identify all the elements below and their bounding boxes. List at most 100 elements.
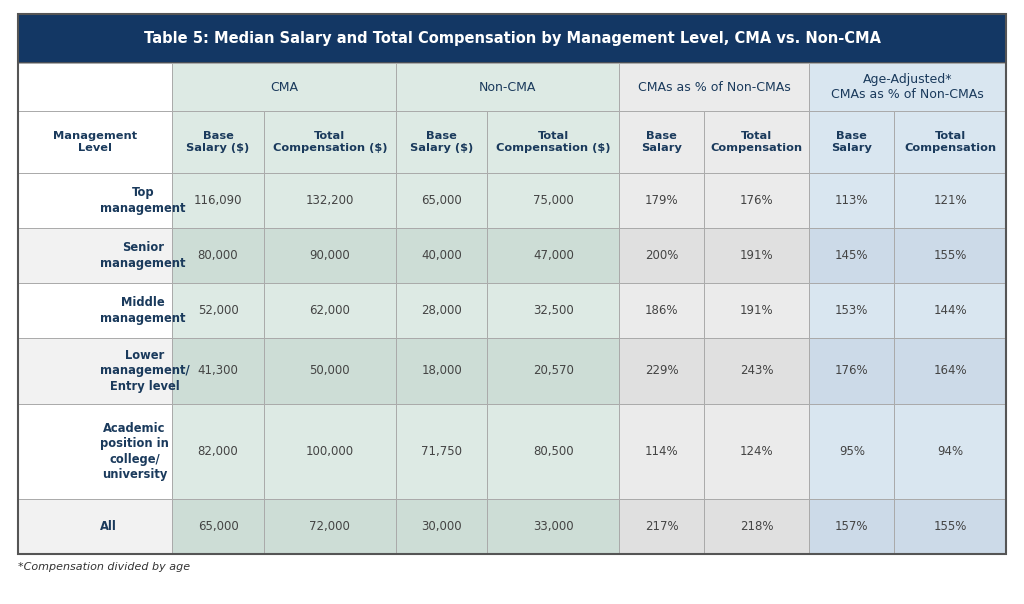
Bar — [487, 111, 620, 173]
Text: Base
Salary: Base Salary — [641, 131, 682, 153]
Text: 30,000: 30,000 — [421, 520, 462, 533]
Text: Top
management: Top management — [100, 186, 185, 214]
Text: Non-CMA: Non-CMA — [479, 80, 537, 94]
Bar — [894, 283, 1006, 338]
Bar — [705, 173, 809, 228]
Text: Table 5: Median Salary and Total Compensation by Management Level, CMA vs. Non-C: Table 5: Median Salary and Total Compens… — [143, 31, 881, 46]
Text: *Compensation divided by age: *Compensation divided by age — [18, 562, 190, 572]
Bar — [487, 499, 620, 554]
Text: Total
Compensation: Total Compensation — [711, 131, 803, 153]
Bar — [705, 403, 809, 499]
Bar — [809, 63, 1006, 111]
Text: Base
Salary ($): Base Salary ($) — [410, 131, 473, 153]
Text: 191%: 191% — [740, 304, 773, 317]
Bar — [894, 338, 1006, 403]
Text: 65,000: 65,000 — [421, 194, 462, 207]
Text: Senior
management: Senior management — [100, 241, 185, 269]
Text: 20,570: 20,570 — [532, 364, 573, 378]
Bar — [487, 338, 620, 403]
Bar — [172, 228, 264, 283]
Text: 82,000: 82,000 — [198, 445, 239, 458]
Bar — [809, 283, 894, 338]
Bar — [705, 499, 809, 554]
Text: 90,000: 90,000 — [309, 249, 350, 262]
Bar — [620, 338, 705, 403]
Bar — [395, 283, 487, 338]
Text: Base
Salary ($): Base Salary ($) — [186, 131, 250, 153]
Bar — [620, 173, 705, 228]
Text: 218%: 218% — [740, 520, 773, 533]
Text: Lower
management/
Entry level: Lower management/ Entry level — [100, 349, 189, 393]
Text: 50,000: 50,000 — [309, 364, 350, 378]
Bar — [894, 228, 1006, 283]
Text: 164%: 164% — [933, 364, 967, 378]
Bar — [705, 111, 809, 173]
Text: 52,000: 52,000 — [198, 304, 239, 317]
Text: 116,090: 116,090 — [194, 194, 243, 207]
Text: 94%: 94% — [937, 445, 964, 458]
Text: 33,000: 33,000 — [534, 520, 573, 533]
Bar — [705, 283, 809, 338]
Text: CMA: CMA — [270, 80, 298, 94]
Bar — [809, 338, 894, 403]
Bar — [172, 63, 395, 111]
Text: 32,500: 32,500 — [532, 304, 573, 317]
Bar — [395, 63, 620, 111]
Bar — [809, 403, 894, 499]
Bar — [620, 111, 705, 173]
Bar — [18, 283, 172, 338]
Bar — [264, 338, 395, 403]
Bar — [487, 283, 620, 338]
Text: 41,300: 41,300 — [198, 364, 239, 378]
Bar — [395, 403, 487, 499]
Bar — [18, 403, 172, 499]
Text: CMAs as % of Non-CMAs: CMAs as % of Non-CMAs — [638, 80, 791, 94]
Bar — [18, 63, 172, 111]
Text: 75,000: 75,000 — [532, 194, 573, 207]
Bar — [264, 111, 395, 173]
Bar — [264, 499, 395, 554]
Bar — [487, 228, 620, 283]
Text: 72,000: 72,000 — [309, 520, 350, 533]
Bar — [172, 173, 264, 228]
Bar — [264, 403, 395, 499]
Bar — [395, 228, 487, 283]
Bar — [809, 228, 894, 283]
Bar — [620, 403, 705, 499]
Text: 121%: 121% — [933, 194, 967, 207]
Bar — [18, 499, 172, 554]
Text: 80,000: 80,000 — [198, 249, 239, 262]
Text: 80,500: 80,500 — [534, 445, 573, 458]
Text: 217%: 217% — [645, 520, 679, 533]
Text: Total
Compensation: Total Compensation — [904, 131, 996, 153]
Text: 62,000: 62,000 — [309, 304, 350, 317]
Bar — [809, 111, 894, 173]
Bar — [18, 173, 172, 228]
Text: 176%: 176% — [740, 194, 773, 207]
Text: All: All — [100, 520, 117, 533]
Text: 186%: 186% — [645, 304, 679, 317]
Bar — [809, 499, 894, 554]
Text: 155%: 155% — [934, 520, 967, 533]
Bar — [395, 173, 487, 228]
Text: 124%: 124% — [740, 445, 773, 458]
Text: 95%: 95% — [839, 445, 864, 458]
Text: 229%: 229% — [645, 364, 679, 378]
Text: Management
Level: Management Level — [53, 131, 137, 153]
Bar — [487, 173, 620, 228]
Text: Total
Compensation ($): Total Compensation ($) — [272, 131, 387, 153]
Bar — [264, 173, 395, 228]
Bar — [894, 499, 1006, 554]
Text: Base
Salary: Base Salary — [831, 131, 872, 153]
Bar — [487, 403, 620, 499]
Text: 65,000: 65,000 — [198, 520, 239, 533]
Bar — [395, 338, 487, 403]
Text: 113%: 113% — [835, 194, 868, 207]
Text: 157%: 157% — [835, 520, 868, 533]
Text: 191%: 191% — [740, 249, 773, 262]
Bar — [705, 228, 809, 283]
Text: 200%: 200% — [645, 249, 679, 262]
Bar — [18, 14, 1006, 554]
Bar — [172, 338, 264, 403]
Bar — [172, 403, 264, 499]
